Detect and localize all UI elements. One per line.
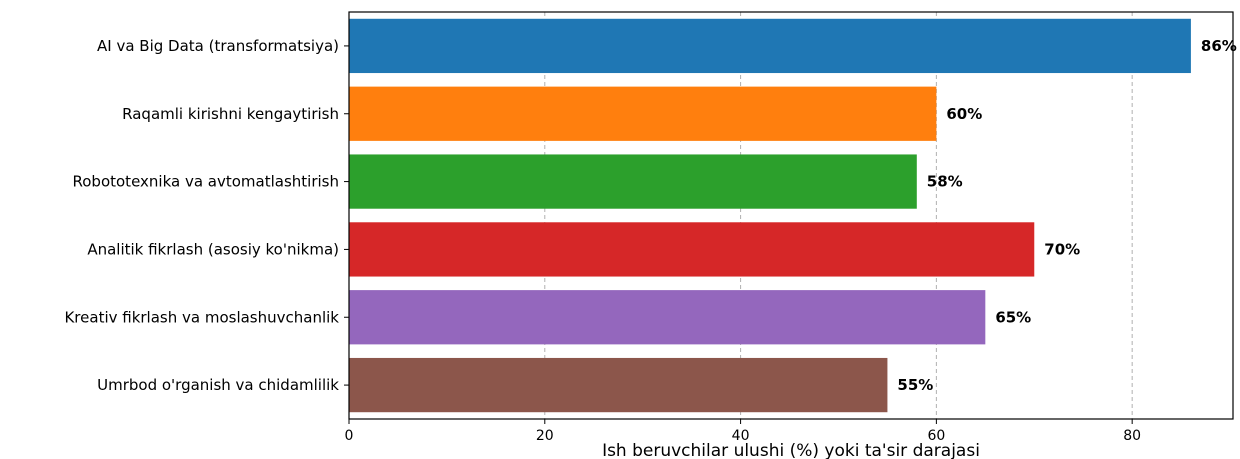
bars — [349, 18, 1191, 413]
value-label: 55% — [897, 376, 933, 394]
category-label: AI va Big Data (transformatsiya) — [97, 37, 339, 55]
x-axis-ticks: 0 20 40 60 80 — [345, 419, 1141, 444]
value-label: 65% — [995, 308, 1031, 326]
x-tick-label: 40 — [732, 428, 750, 444]
value-label: 60% — [946, 105, 982, 123]
x-tick-label: 0 — [345, 428, 354, 444]
value-label: 70% — [1044, 240, 1080, 258]
bar — [349, 357, 888, 413]
bar — [349, 18, 1191, 74]
value-labels: 86% 60% 58% 70% 65% 55% — [897, 37, 1236, 394]
bar — [349, 222, 1035, 277]
category-label: Umrbod o'rganish va chidamlilik — [97, 376, 339, 394]
x-tick-label: 80 — [1123, 428, 1141, 444]
bar — [349, 290, 986, 345]
x-tick-label: 60 — [927, 428, 945, 444]
bar — [349, 154, 917, 209]
x-tick-label: 20 — [536, 428, 554, 444]
value-label: 86% — [1201, 37, 1237, 55]
category-label: Robototexnika va avtomatlashtirish — [73, 173, 340, 191]
x-axis-label: Ish beruvchilar ulushi (%) yoki ta'sir d… — [602, 441, 980, 459]
category-label: Raqamli kirishni kengaytirish — [122, 105, 339, 123]
bar — [349, 86, 937, 141]
category-labels: AI va Big Data (transformatsiya) Raqamli … — [64, 37, 349, 394]
plot-frame — [348, 11, 1234, 420]
value-label: 58% — [927, 173, 963, 191]
grid-lines — [544, 12, 1133, 419]
category-label: Analitik fikrlash (asosiy ko'nikma) — [87, 240, 339, 258]
category-label: Kreativ fikrlash va moslashuvchanlik — [64, 308, 339, 326]
